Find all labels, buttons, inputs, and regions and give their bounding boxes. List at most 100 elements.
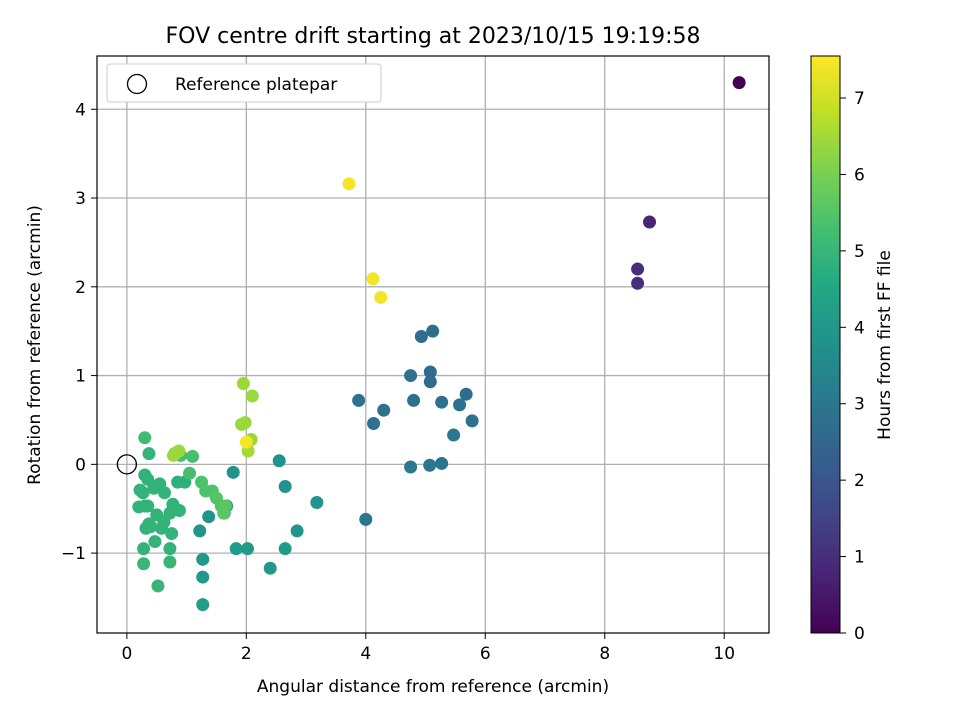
data-point	[142, 447, 156, 461]
colorbar-gradient	[810, 55, 841, 634]
legend-reference-label: Reference platepar	[175, 75, 337, 95]
data-point	[447, 428, 461, 442]
data-point	[426, 324, 440, 338]
colorbar-tick-label: 0	[854, 624, 865, 644]
x-tick-label: 6	[480, 644, 491, 664]
data-point	[290, 524, 304, 538]
x-tick-label: 10	[713, 644, 735, 664]
chart-title: FOV centre drift starting at 2023/10/15 …	[166, 24, 701, 49]
data-point	[137, 557, 151, 571]
data-point	[423, 365, 437, 379]
data-point	[423, 458, 437, 472]
grid-lines	[97, 56, 769, 633]
data-point	[148, 535, 162, 549]
data-point	[138, 431, 152, 445]
y-tick-label: 2	[75, 278, 86, 298]
data-point	[245, 389, 259, 403]
data-point	[163, 555, 177, 569]
y-axis-label: Rotation from reference (arcmin)	[25, 205, 45, 485]
data-point	[435, 395, 449, 409]
colorbar-tick-label: 2	[854, 471, 865, 491]
colorbar-tick-label: 1	[854, 548, 865, 568]
data-point	[278, 542, 292, 556]
data-point	[453, 398, 467, 412]
data-point	[137, 542, 151, 556]
data-point	[163, 542, 177, 556]
data-point	[465, 414, 479, 428]
x-axis-ticks: 0 2 4 6 8 10	[121, 633, 735, 664]
data-point	[183, 466, 197, 480]
data-point	[218, 499, 232, 513]
data-point	[193, 524, 207, 538]
colorbar: 0 1 2 3 4 5 6 7 Hours from first FF file	[810, 55, 895, 644]
data-point	[263, 561, 277, 575]
data-point	[643, 215, 657, 229]
data-point	[202, 510, 216, 524]
data-point	[359, 512, 373, 526]
data-point	[631, 262, 645, 276]
data-point	[229, 542, 243, 556]
data-point	[151, 579, 165, 593]
data-points	[132, 76, 746, 612]
data-point	[226, 465, 240, 479]
data-point	[236, 377, 250, 391]
data-point	[171, 475, 185, 489]
reference-platepar-marker	[116, 454, 138, 475]
data-point	[272, 454, 286, 468]
data-point	[367, 417, 381, 431]
data-point	[352, 393, 366, 407]
data-point	[196, 552, 210, 566]
x-tick-label: 0	[121, 644, 132, 664]
y-axis-ticks: −1 0 1 2 3 4	[61, 100, 97, 564]
data-point	[342, 177, 356, 191]
y-tick-label: −1	[61, 544, 86, 564]
colorbar-tick-label: 6	[854, 165, 865, 185]
data-point	[166, 448, 180, 462]
data-point	[459, 387, 473, 401]
y-tick-label: 4	[75, 100, 86, 120]
y-tick-label: 0	[75, 455, 86, 475]
x-tick-label: 8	[599, 644, 610, 664]
data-point	[196, 598, 210, 612]
y-tick-label: 1	[75, 367, 86, 387]
colorbar-tick-label: 3	[854, 395, 865, 415]
data-point	[377, 403, 391, 417]
data-point	[133, 483, 147, 497]
data-point	[155, 521, 169, 535]
data-point	[147, 481, 161, 495]
colorbar-tick-label: 5	[854, 242, 865, 262]
colorbar-ticks: 0 1 2 3 4 5 6 7	[840, 89, 865, 644]
x-axis-label: Angular distance from reference (arcmin)	[257, 677, 609, 697]
legend-reference-marker	[126, 73, 148, 95]
data-point	[238, 416, 252, 430]
data-point	[138, 499, 152, 513]
colorbar-tick-label: 4	[854, 318, 865, 338]
data-point	[423, 375, 437, 389]
colorbar-tick-label: 7	[854, 89, 865, 109]
data-point	[414, 330, 428, 344]
data-point	[631, 276, 645, 290]
reference-marker-layer	[116, 454, 138, 475]
data-point	[278, 480, 292, 494]
data-point	[186, 449, 200, 463]
data-point	[404, 369, 418, 383]
x-tick-label: 4	[360, 644, 371, 664]
data-point	[157, 486, 171, 500]
x-tick-label: 2	[241, 644, 252, 664]
data-point	[165, 527, 179, 541]
legend: Reference platepar	[106, 63, 382, 103]
data-point	[366, 272, 380, 286]
data-point	[139, 521, 153, 535]
y-tick-label: 3	[75, 189, 86, 209]
data-point	[407, 393, 421, 407]
colorbar-label: Hours from first FF file	[875, 250, 895, 440]
data-point	[374, 290, 388, 304]
legend-box	[106, 63, 382, 103]
data-point	[732, 76, 746, 90]
data-point	[435, 456, 449, 470]
plot-frame	[96, 55, 770, 634]
data-point	[404, 460, 418, 474]
data-point	[241, 542, 255, 556]
data-point	[196, 570, 210, 584]
